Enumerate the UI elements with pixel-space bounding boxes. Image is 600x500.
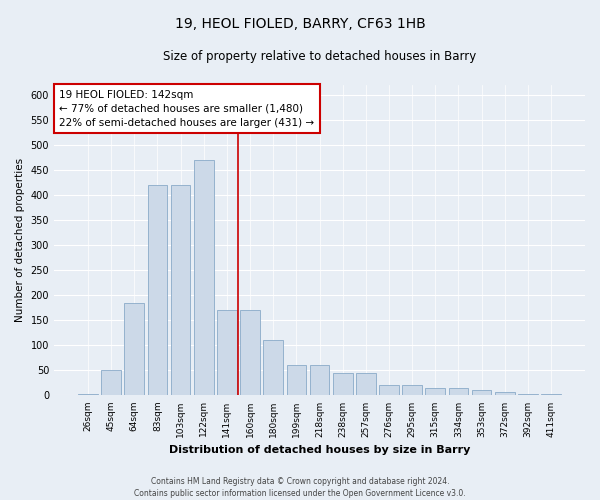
Bar bbox=[287, 366, 306, 396]
Bar bbox=[402, 386, 422, 396]
Bar bbox=[310, 366, 329, 396]
Bar bbox=[240, 310, 260, 396]
Bar bbox=[449, 388, 468, 396]
Bar bbox=[78, 394, 98, 396]
X-axis label: Distribution of detached houses by size in Barry: Distribution of detached houses by size … bbox=[169, 445, 470, 455]
Bar bbox=[379, 386, 399, 396]
Bar bbox=[333, 373, 353, 396]
Bar bbox=[101, 370, 121, 396]
Bar bbox=[495, 392, 515, 396]
Bar bbox=[518, 394, 538, 396]
Text: 19 HEOL FIOLED: 142sqm
← 77% of detached houses are smaller (1,480)
22% of semi-: 19 HEOL FIOLED: 142sqm ← 77% of detached… bbox=[59, 90, 314, 128]
Bar bbox=[124, 303, 144, 396]
Bar bbox=[541, 394, 561, 396]
Text: Contains HM Land Registry data © Crown copyright and database right 2024.
Contai: Contains HM Land Registry data © Crown c… bbox=[134, 476, 466, 498]
Bar bbox=[263, 340, 283, 396]
Bar bbox=[217, 310, 237, 396]
Bar bbox=[194, 160, 214, 396]
Y-axis label: Number of detached properties: Number of detached properties bbox=[15, 158, 25, 322]
Bar bbox=[171, 185, 190, 396]
Bar bbox=[148, 185, 167, 396]
Bar bbox=[472, 390, 491, 396]
Title: Size of property relative to detached houses in Barry: Size of property relative to detached ho… bbox=[163, 50, 476, 63]
Text: 19, HEOL FIOLED, BARRY, CF63 1HB: 19, HEOL FIOLED, BARRY, CF63 1HB bbox=[175, 18, 425, 32]
Bar bbox=[425, 388, 445, 396]
Bar bbox=[356, 373, 376, 396]
